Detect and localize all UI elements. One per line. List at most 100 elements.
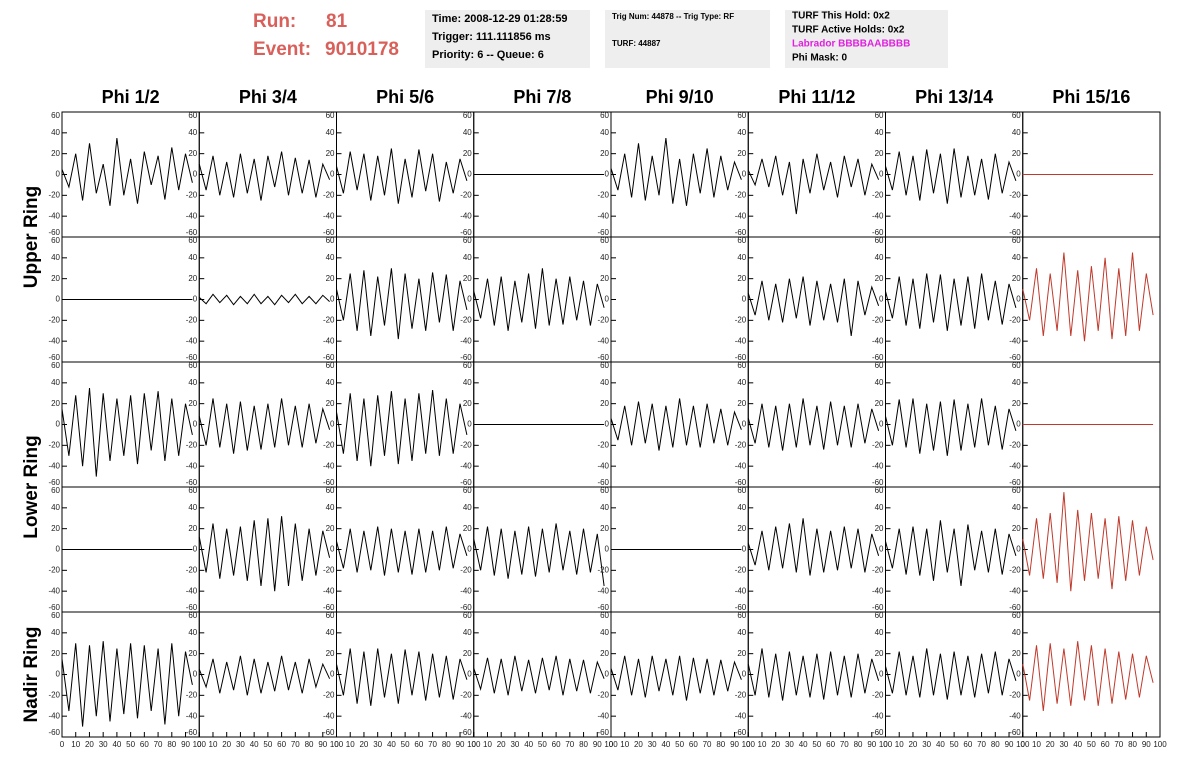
column-title: Phi 3/4: [239, 87, 297, 107]
y-tick-label: -20: [186, 190, 198, 199]
y-tick-label: -60: [1009, 603, 1021, 612]
x-tick-label: 70: [154, 740, 163, 749]
y-tick-label: -40: [460, 336, 472, 345]
x-tick-label: 80: [579, 740, 588, 749]
y-tick-label: -40: [597, 336, 609, 345]
y-tick-label: -20: [597, 565, 609, 574]
y-tick-label: 60: [188, 111, 197, 120]
waveform: [473, 655, 605, 696]
x-tick-label: 0: [472, 740, 477, 749]
y-tick-label: 0: [193, 295, 198, 304]
y-tick-label: 60: [600, 111, 609, 120]
y-tick-label: 0: [330, 420, 335, 429]
x-tick-label: 10: [483, 740, 492, 749]
x-tick-label: 0: [1021, 740, 1026, 749]
x-tick-label: 80: [854, 740, 863, 749]
column-title: Phi 11/12: [778, 87, 855, 107]
y-tick-label: 20: [51, 274, 60, 283]
y-tick-label: 40: [188, 628, 197, 637]
y-tick-label: -40: [597, 586, 609, 595]
y-tick-label: 0: [879, 420, 884, 429]
y-tick-label: -40: [186, 711, 198, 720]
y-tick-label: 20: [463, 274, 472, 283]
x-tick-label: 60: [277, 740, 286, 749]
y-tick-label: -20: [872, 690, 884, 699]
y-tick-label: -60: [460, 603, 472, 612]
column-title: Phi 15/16: [1052, 87, 1130, 107]
info-box: [785, 10, 948, 68]
waveform: [198, 398, 331, 454]
info-line: Priority: 6 -- Queue: 6: [432, 49, 544, 61]
y-tick-label: 0: [742, 670, 747, 679]
waveform: [747, 153, 880, 215]
y-tick-label: -60: [186, 728, 198, 737]
y-tick-label: 20: [463, 649, 472, 658]
info-line: Labrador BBBBAABBBB: [792, 39, 910, 50]
y-tick-label: -20: [48, 190, 60, 199]
y-tick-label: -40: [186, 336, 198, 345]
y-tick-label: 60: [51, 111, 60, 120]
panel: -60 -40 -20 0 20 40 60: [1009, 361, 1161, 488]
y-tick-label: 20: [326, 149, 335, 158]
y-tick-label: -20: [735, 190, 747, 199]
y-tick-label: -20: [48, 690, 60, 699]
y-tick-label: -20: [323, 190, 335, 199]
x-tick-label: 50: [675, 740, 684, 749]
y-tick-label: 0: [467, 170, 472, 179]
y-tick-label: 40: [600, 503, 609, 512]
y-tick-label: -60: [735, 478, 747, 487]
ring-label: Lower Ring: [21, 435, 42, 538]
y-tick-label: 60: [875, 361, 884, 370]
y-tick-label: 0: [467, 420, 472, 429]
y-tick-label: 20: [875, 524, 884, 533]
y-tick-label: -60: [186, 353, 198, 362]
y-tick-label: -40: [323, 461, 335, 470]
y-tick-label: 0: [193, 670, 198, 679]
y-tick-label: -20: [872, 565, 884, 574]
y-tick-label: -40: [323, 336, 335, 345]
y-tick-label: 0: [1016, 295, 1021, 304]
x-tick-label: 90: [456, 740, 465, 749]
y-tick-label: 40: [51, 253, 60, 262]
y-tick-label: -60: [323, 603, 335, 612]
waveform: [198, 293, 330, 306]
y-tick-label: 60: [1012, 111, 1021, 120]
y-tick-label: -60: [735, 353, 747, 362]
x-tick-label: 60: [826, 740, 835, 749]
x-tick-label: 20: [771, 740, 780, 749]
y-tick-label: 20: [51, 149, 60, 158]
y-tick-label: -60: [597, 728, 609, 737]
y-tick-label: 40: [463, 253, 472, 262]
y-tick-label: 60: [51, 611, 60, 620]
y-tick-label: -60: [872, 728, 884, 737]
x-tick-label: 60: [552, 740, 561, 749]
y-tick-label: 60: [600, 236, 609, 245]
y-tick-label: 60: [463, 361, 472, 370]
waveform: [336, 268, 468, 340]
x-tick-label: 40: [661, 740, 670, 749]
y-tick-label: -60: [1009, 228, 1021, 237]
y-tick-label: 40: [188, 503, 197, 512]
y-tick-label: -60: [460, 728, 472, 737]
waveform: [747, 276, 880, 337]
info-line: Trigger: 111.111856 ms: [432, 31, 551, 43]
y-tick-label: 60: [737, 236, 746, 245]
x-tick-label: 10: [71, 740, 80, 749]
y-tick-label: -40: [735, 336, 747, 345]
y-tick-label: -20: [1009, 440, 1021, 449]
y-tick-label: 60: [1012, 611, 1021, 620]
waveform: [610, 137, 742, 206]
y-tick-label: 40: [326, 378, 335, 387]
y-tick-label: -20: [735, 315, 747, 324]
y-tick-label: -60: [460, 228, 472, 237]
y-tick-label: 40: [326, 128, 335, 137]
x-tick-label: 50: [1087, 740, 1096, 749]
y-tick-label: -60: [872, 353, 884, 362]
y-tick-label: 20: [188, 274, 197, 283]
x-tick-label: 30: [922, 740, 931, 749]
panel: -60 -40 -20 0 20 40 60: [48, 361, 200, 488]
x-tick-label: 80: [716, 740, 725, 749]
y-tick-label: 0: [330, 545, 335, 554]
y-tick-label: -20: [597, 190, 609, 199]
